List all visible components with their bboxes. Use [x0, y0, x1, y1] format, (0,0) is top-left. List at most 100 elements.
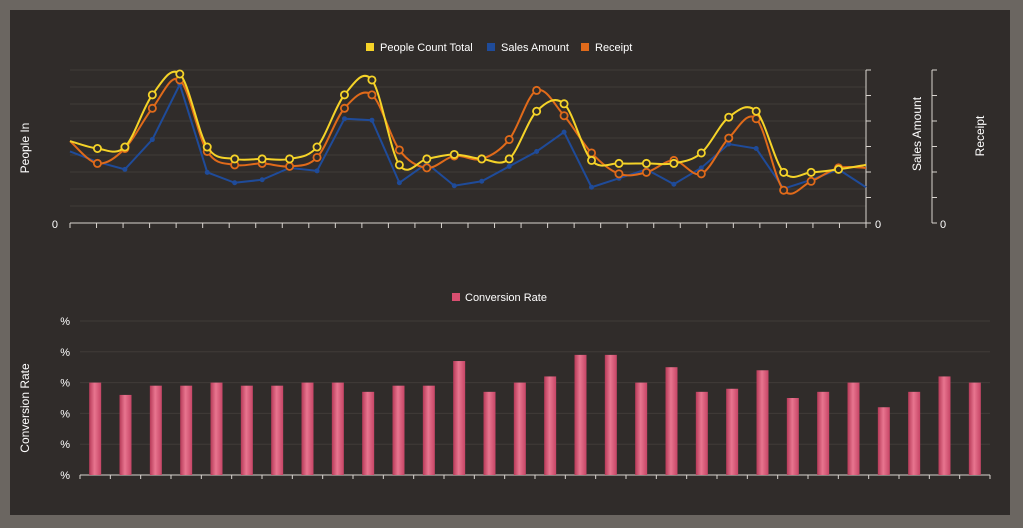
- top-chart-legend: People Count Total Sales Amount Receipt: [366, 42, 632, 54]
- data-point-people: [806, 167, 816, 177]
- data-point-sales: [232, 180, 238, 186]
- conversion-rate-bar: [271, 385, 284, 475]
- data-point-people: [779, 167, 789, 177]
- conversion-rate-bar: [362, 391, 375, 475]
- bottom-ytick-label: %: [60, 316, 70, 328]
- data-point-receipt: [614, 169, 624, 179]
- data-point-sales: [259, 177, 265, 183]
- data-point-receipt: [422, 163, 432, 173]
- data-point-sales: [149, 137, 155, 143]
- top-y-axis-label-receipt: Receipt: [973, 115, 987, 156]
- data-point-people: [257, 154, 267, 164]
- bottom-chart-ytick-labels: %%%%%%: [60, 316, 70, 482]
- data-point-receipt: [724, 133, 734, 143]
- conversion-rate-bar: [908, 391, 921, 475]
- conversion-rate-bar: [331, 382, 344, 475]
- conversion-rate-bar: [210, 382, 223, 475]
- top-chart-gridlines: [70, 69, 866, 207]
- conversion-rate-bar: [453, 361, 466, 475]
- data-point-people: [147, 90, 157, 100]
- data-point-receipt: [285, 161, 295, 171]
- top-chart-series: [69, 69, 867, 195]
- legend-swatch-receipt: [581, 43, 589, 51]
- data-point-people: [669, 158, 679, 168]
- data-point-receipt: [641, 167, 651, 177]
- conversion-rate-bar: [817, 391, 830, 475]
- data-point-people: [92, 143, 102, 153]
- conversion-rate-bar: [392, 385, 405, 475]
- conversion-rate-bar: [635, 382, 648, 475]
- bottom-chart-legend: Conversion Rate: [452, 292, 547, 304]
- data-point-sales: [396, 180, 402, 186]
- data-point-people: [449, 149, 459, 159]
- data-point-sales: [753, 146, 759, 151]
- legend-label-receipt: Receipt: [595, 42, 632, 54]
- data-point-people: [120, 142, 130, 152]
- conversion-rate-bar: [301, 382, 314, 475]
- bottom-chart-gridlines: [80, 320, 990, 445]
- data-point-people: [614, 158, 624, 168]
- data-point-receipt: [806, 176, 816, 186]
- data-point-people: [285, 154, 295, 164]
- data-point-sales: [698, 165, 704, 171]
- conversion-rate-bar: [938, 376, 951, 475]
- conversion-rate-bar: [180, 385, 193, 475]
- top-chart-axes: [69, 69, 937, 228]
- data-point-people: [394, 160, 404, 170]
- data-point-people: [422, 154, 432, 164]
- charts-canvas: People Count Total Sales Amount Receipt …: [18, 42, 991, 482]
- bottom-chart-bars: [89, 354, 981, 475]
- conversion-rate-bar: [119, 394, 132, 475]
- data-point-receipt: [367, 90, 377, 100]
- conversion-rate-bar: [847, 382, 860, 475]
- data-point-sales: [726, 141, 732, 147]
- dashboard-panel: People Count Total Sales Amount Receipt …: [10, 10, 1010, 515]
- conversion-rate-bar: [604, 354, 617, 475]
- legend-label-conversion: Conversion Rate: [465, 292, 547, 304]
- data-point-people: [751, 106, 761, 116]
- data-point-sales: [534, 148, 540, 154]
- data-point-people: [504, 154, 514, 164]
- data-point-receipt: [312, 152, 322, 162]
- conversion-rate-bar: [756, 370, 769, 475]
- conversion-rate-bar: [544, 376, 557, 475]
- series-people: [69, 69, 867, 178]
- bottom-y-axis-label: Conversion Rate: [18, 363, 32, 453]
- top-receipt-axis-zero: 0: [940, 219, 946, 231]
- data-point-sales: [589, 184, 595, 190]
- data-point-receipt: [504, 135, 514, 145]
- data-point-people: [559, 99, 569, 109]
- data-point-sales: [671, 181, 677, 187]
- conversion-rate-bar: [513, 382, 526, 475]
- legend-swatch-conversion: [452, 293, 460, 301]
- conversion-rate-bar: [786, 398, 799, 475]
- data-point-people: [202, 142, 212, 152]
- top-sales-axis-zero: 0: [875, 219, 881, 231]
- data-point-people: [312, 142, 322, 152]
- data-point-receipt: [394, 145, 404, 155]
- bottom-ytick-label: %: [60, 439, 70, 451]
- legend-swatch-people: [366, 43, 374, 51]
- data-point-sales: [506, 163, 512, 169]
- data-point-people: [175, 69, 185, 79]
- bottom-ytick-label: %: [60, 378, 70, 390]
- data-point-receipt: [532, 85, 542, 95]
- data-point-people: [532, 106, 542, 116]
- data-point-people: [587, 155, 597, 165]
- data-point-sales: [561, 129, 567, 135]
- data-point-people: [339, 90, 349, 100]
- conversion-rate-bar: [483, 391, 496, 475]
- data-point-sales: [314, 168, 320, 174]
- data-point-people: [834, 164, 844, 174]
- conversion-rate-bar: [149, 385, 162, 475]
- top-y-axis-label-left: People In: [18, 123, 32, 174]
- data-point-sales: [122, 166, 128, 172]
- conversion-rate-bar: [877, 407, 890, 475]
- conversion-rate-bar: [968, 382, 981, 475]
- data-point-receipt: [92, 158, 102, 168]
- data-point-sales: [451, 183, 457, 189]
- top-left-axis-zero: 0: [52, 219, 58, 231]
- series-line-sales: [69, 81, 867, 190]
- conversion-rate-bar: [665, 367, 678, 475]
- legend-label-people: People Count Total: [380, 42, 473, 54]
